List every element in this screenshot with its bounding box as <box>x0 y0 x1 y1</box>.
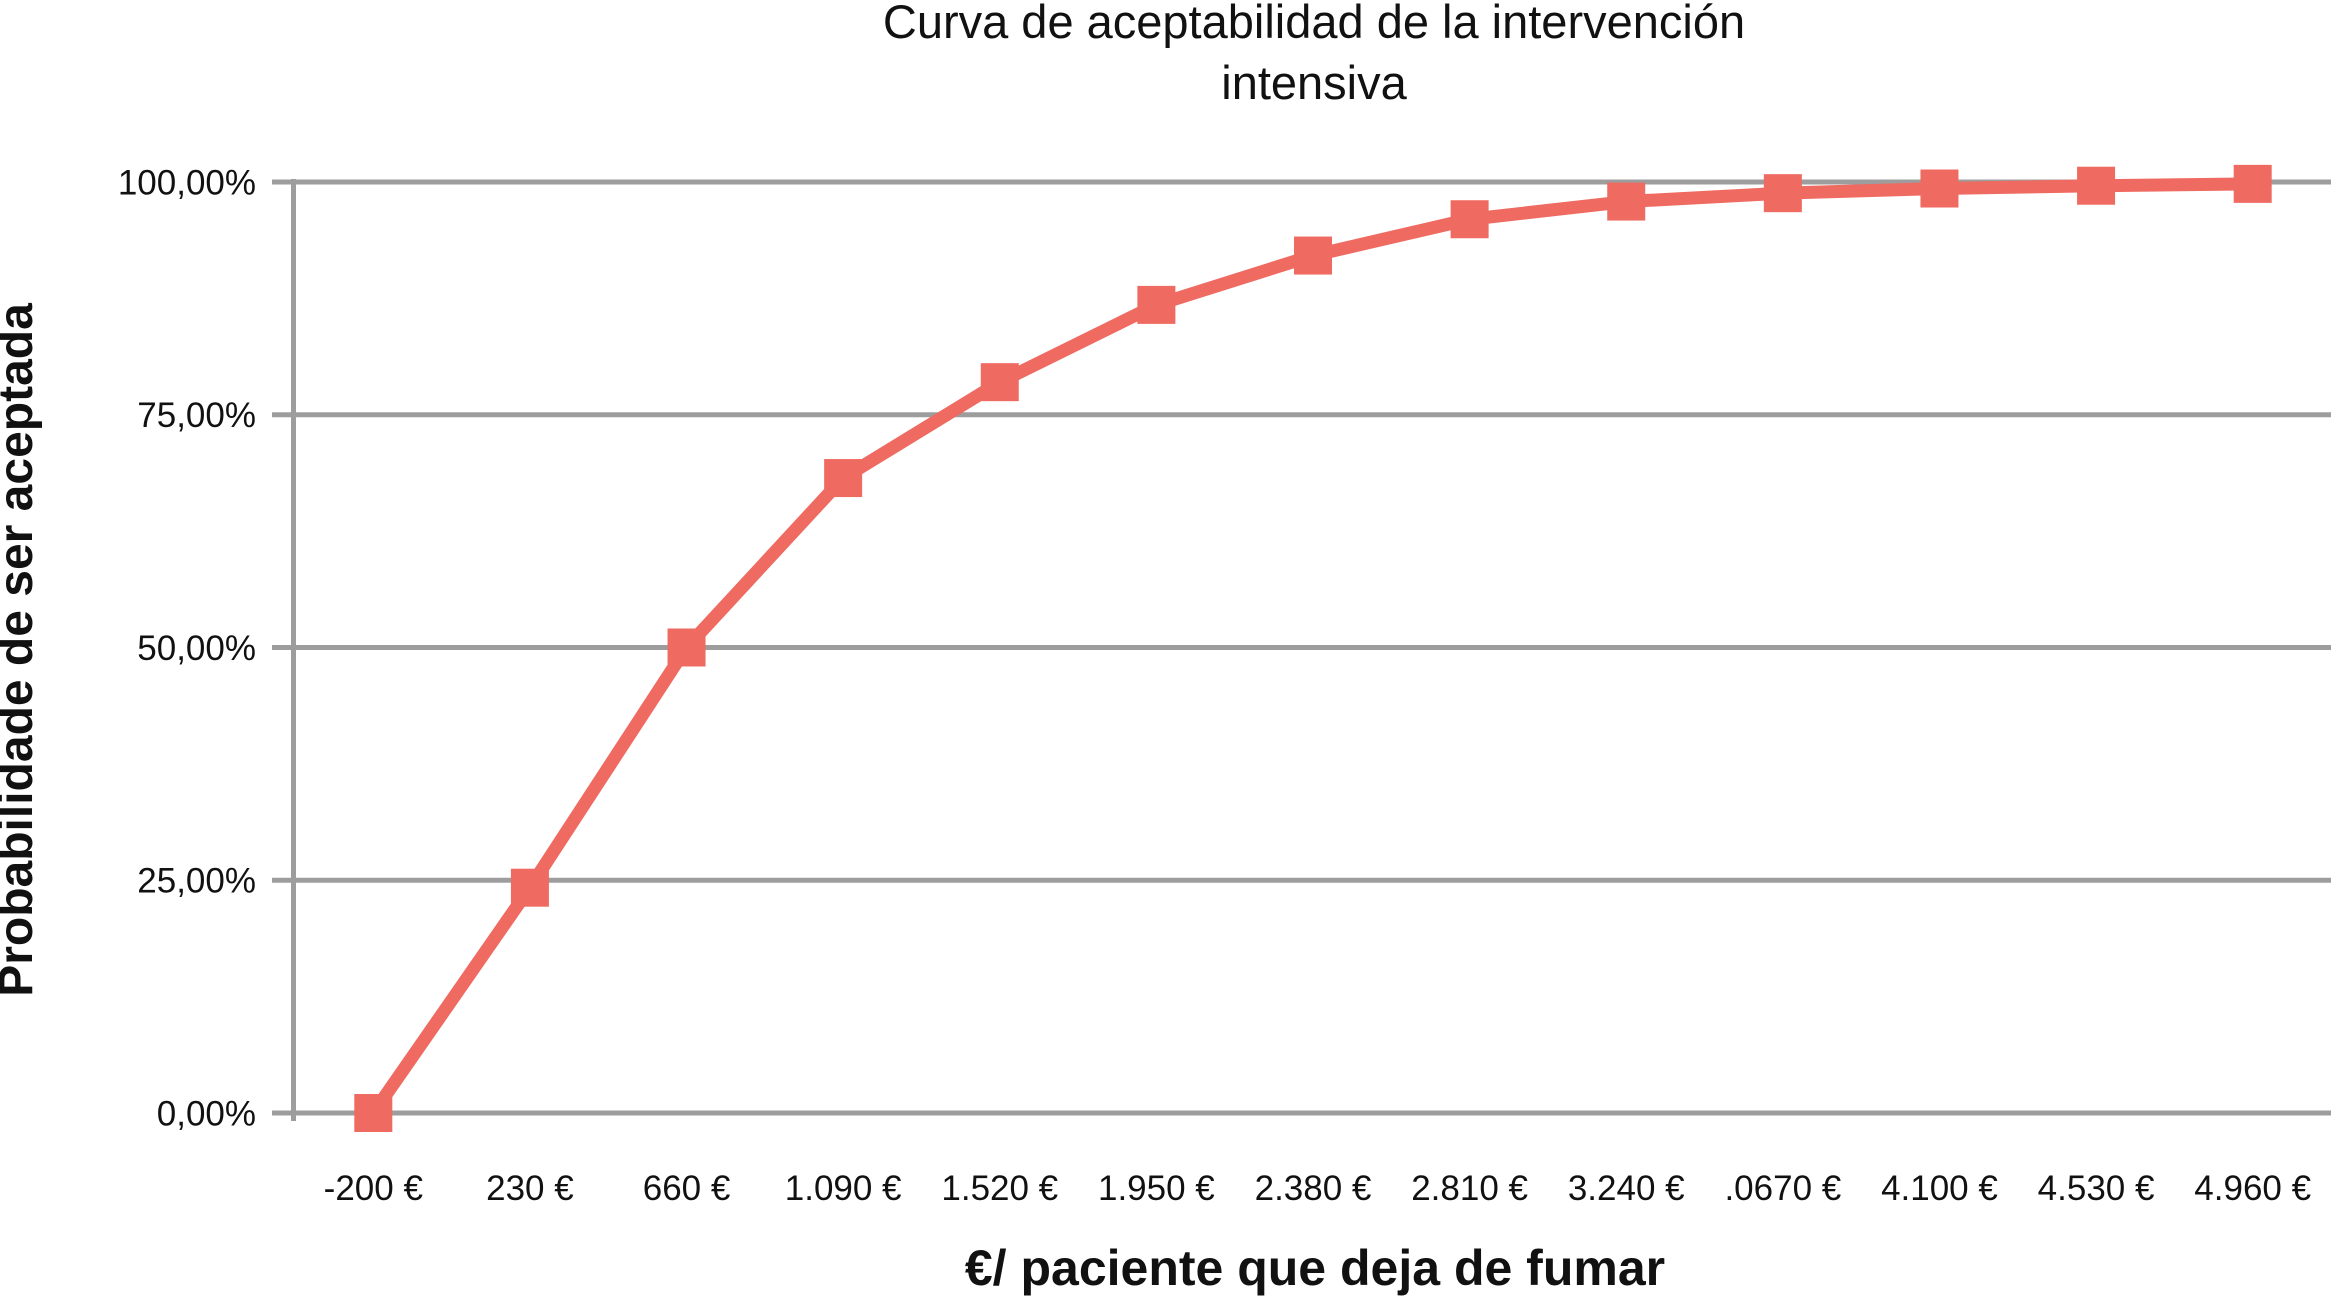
y-tick-label: 75,00% <box>137 396 256 435</box>
data-point-marker <box>1450 200 1489 239</box>
x-axis-title: €/ paciente que deja de fumar <box>965 1240 1665 1296</box>
x-tick-label: 230 € <box>486 1169 574 1208</box>
x-tick-label: 4.530 € <box>2038 1169 2155 1208</box>
y-tick-label: 50,00% <box>137 629 256 668</box>
chart-title-line-1: Curva de aceptabilidad de la intervenció… <box>883 0 1745 48</box>
chart-title-line-2: intensiva <box>1221 56 1407 109</box>
x-tick-label: -200 € <box>324 1169 423 1208</box>
x-tick-label: 4.100 € <box>1881 1169 1998 1208</box>
x-tick-label: 1.090 € <box>785 1169 902 1208</box>
x-tick-labels: -200 € 230 € 660 € 1.090 € 1.520 € 1.950 € 2.3… <box>324 1169 2311 1208</box>
data-point-marker <box>2077 166 2116 205</box>
x-tick-label: 1.950 € <box>1098 1169 1215 1208</box>
y-tick-label: 25,00% <box>137 862 256 901</box>
y-axis-title: Probabilidade de ser aceptada <box>0 303 43 997</box>
data-point-marker <box>2233 164 2272 203</box>
x-tick-label: 4.960 € <box>2194 1169 2311 1208</box>
x-tick-label: .0670 € <box>1724 1169 1841 1208</box>
data-point-marker <box>824 459 863 498</box>
x-tick-label: 660 € <box>643 1169 731 1208</box>
data-point-marker <box>510 868 549 907</box>
y-tick-label: 0,00% <box>157 1094 256 1133</box>
data-point-marker <box>1137 285 1176 324</box>
data-point-marker <box>354 1094 393 1132</box>
data-point-marker <box>980 363 1019 402</box>
gridlines <box>272 179 2331 1116</box>
x-tick-label: 2.380 € <box>1255 1169 1372 1208</box>
x-tick-label: 1.520 € <box>941 1169 1058 1208</box>
data-point-marker <box>1607 182 1646 221</box>
y-tick-label: 100,00% <box>118 163 256 202</box>
x-tick-label: 2.810 € <box>1411 1169 1528 1208</box>
data-point-marker <box>1920 169 1959 208</box>
data-point-marker <box>667 628 706 667</box>
series-line-and-markers <box>354 164 2272 1132</box>
x-tick-label: 3.240 € <box>1568 1169 1685 1208</box>
data-point-marker <box>1763 174 1802 213</box>
y-tick-labels: 0,00% 25,00% 50,00% 75,00% 100,00% <box>118 163 256 1133</box>
data-point-marker <box>1294 236 1332 275</box>
